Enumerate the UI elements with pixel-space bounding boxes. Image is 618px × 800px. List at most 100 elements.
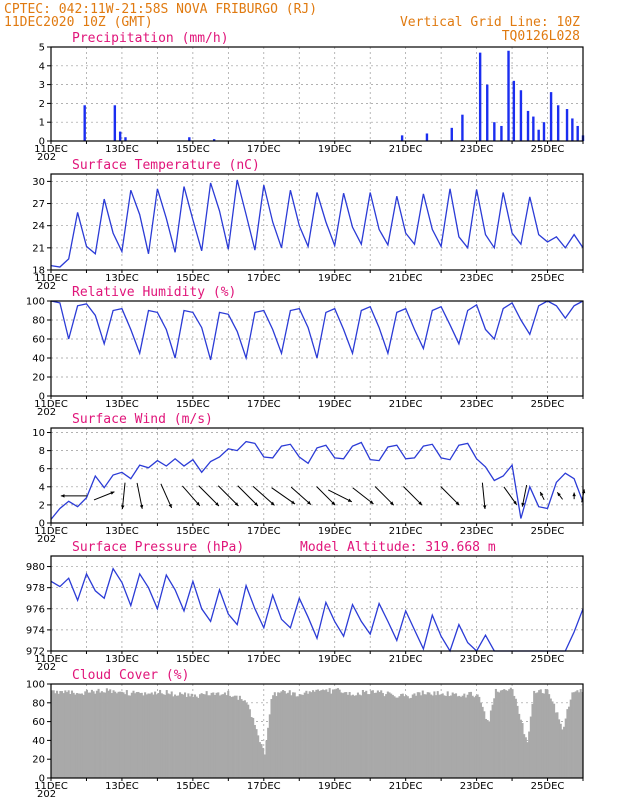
cloud-column	[283, 691, 286, 778]
cloud-column	[184, 692, 187, 778]
x-tick-label: 11DEC	[34, 526, 68, 537]
y-tick-label: 4	[39, 482, 45, 493]
x-tick-label: 19DEC	[318, 399, 352, 410]
cloud-column	[325, 689, 328, 778]
cloud-column	[484, 718, 487, 778]
cloud-column	[120, 691, 123, 778]
cloud-column	[89, 692, 92, 778]
y-tick-label: 0	[39, 392, 45, 403]
x-tick-label: 13DEC	[105, 144, 139, 155]
precip-bar	[450, 127, 453, 141]
cloud-column	[104, 692, 107, 778]
x-tick-label: 19DEC	[318, 526, 352, 537]
x-tick-label: 19DEC	[318, 654, 352, 665]
cloud-column	[145, 694, 148, 778]
cloud-column	[498, 692, 501, 778]
cloud-column	[343, 692, 346, 778]
cloud-column	[440, 694, 443, 778]
cloud-column	[548, 694, 551, 778]
x-tick-label: 21DEC	[389, 399, 423, 410]
y-tick-label: 980	[26, 562, 45, 573]
cloud-column	[310, 692, 313, 778]
cloud-column	[312, 690, 315, 778]
cloud-column	[288, 690, 291, 778]
cloud-column	[501, 689, 504, 778]
x-tick-label: 23DEC	[460, 273, 494, 284]
precip-bar	[113, 105, 117, 141]
cloud-column	[210, 692, 213, 778]
wind-line	[50, 440, 584, 520]
cloud-column	[390, 693, 393, 778]
x-tick-label: 17DEC	[247, 654, 281, 665]
cloud-column	[464, 697, 468, 778]
temp-line	[50, 179, 584, 268]
cloud-column	[129, 695, 132, 778]
cloud-column	[543, 693, 546, 778]
cloud-column	[338, 689, 341, 778]
cloud-column	[52, 690, 55, 778]
cloud-column	[122, 692, 125, 778]
cloud-column	[300, 694, 303, 778]
y-tick-label: 60	[32, 717, 45, 728]
cloud-column	[391, 694, 394, 778]
cloud-column	[363, 692, 366, 778]
cloud-column	[80, 693, 83, 778]
cloud-column	[406, 696, 409, 778]
cloud-column	[270, 699, 273, 778]
x-tick-label: 11DEC	[34, 273, 68, 284]
cloud-column	[531, 703, 534, 778]
cloud-column	[386, 691, 389, 778]
cloud-column	[401, 693, 404, 778]
wind-vector-head	[455, 501, 460, 506]
cloud-column	[293, 692, 296, 778]
x-year-stub: 202	[37, 281, 56, 292]
wind-vector-head	[121, 505, 125, 509]
cloud-column	[569, 699, 572, 778]
cloud-column	[395, 697, 398, 778]
x-tick-label: 23DEC	[460, 654, 494, 665]
cloud-column	[157, 692, 160, 778]
wind-vector-head	[557, 492, 561, 497]
cloud-column	[220, 694, 223, 778]
cloud-column	[489, 710, 492, 778]
wind-vector	[328, 489, 353, 503]
cloud-column	[85, 689, 88, 778]
cloud-column	[421, 690, 424, 778]
cloud-column	[90, 689, 93, 778]
cloud-column	[443, 695, 446, 778]
cloud-column	[190, 693, 193, 778]
cloud-column	[408, 698, 411, 778]
precip-bar	[188, 137, 191, 141]
cloud-column	[105, 688, 108, 778]
cloud-column	[202, 694, 205, 778]
x-tick-label: 13DEC	[105, 654, 139, 665]
cloud-column	[380, 690, 383, 778]
cloud-column	[519, 719, 522, 778]
cloud-column	[240, 699, 243, 778]
y-tick-label: 30	[32, 177, 45, 188]
y-tick-label: 4	[39, 61, 45, 72]
x-tick-label: 25DEC	[531, 526, 565, 537]
cloud-column	[461, 695, 464, 778]
cloud-column	[248, 709, 251, 778]
precip-bar	[500, 125, 503, 141]
cloud-column	[109, 689, 112, 778]
cloud-column	[285, 693, 288, 778]
wind-vector-head	[482, 505, 487, 509]
cloud-column	[321, 689, 325, 778]
cloud-column	[459, 696, 463, 778]
y-tick-label: 18	[32, 266, 45, 277]
cloud-column	[425, 694, 428, 778]
cloud-column	[336, 688, 340, 778]
cloud-column	[144, 692, 147, 778]
y-tick-label: 21	[32, 243, 45, 254]
wind-vector-head	[291, 500, 296, 505]
cloud-column	[217, 692, 220, 778]
cloud-column	[107, 690, 110, 778]
cloud-column	[544, 689, 547, 778]
cloud-column	[150, 692, 153, 778]
cloud-column	[323, 690, 326, 778]
cloud-column	[84, 691, 87, 778]
y-tick-label: 24	[32, 221, 45, 232]
cloud-column	[494, 688, 497, 778]
